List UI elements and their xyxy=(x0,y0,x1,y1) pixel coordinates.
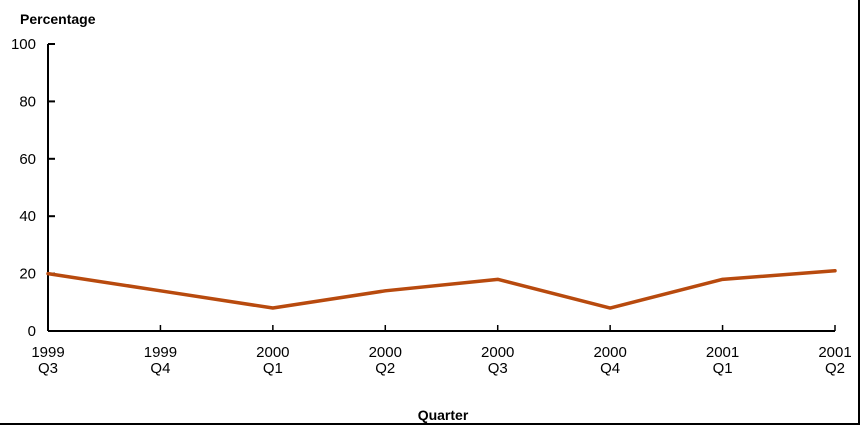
data-point xyxy=(721,277,725,281)
x-tick-label-quarter: Q1 xyxy=(713,360,733,377)
y-tick-label: 20 xyxy=(19,266,36,283)
y-axis: 0 20 40 60 80 100 xyxy=(11,36,55,340)
x-tick-label: 1999 Q4 xyxy=(144,344,177,377)
x-tick-label: 2001 Q2 xyxy=(818,344,851,377)
x-tick-label-year: 2000 xyxy=(369,344,402,361)
data-point xyxy=(608,306,612,310)
x-tick-label-year: 2000 xyxy=(256,344,289,361)
y-tick-label: 100 xyxy=(11,36,36,53)
x-tick-label-year: 2000 xyxy=(481,344,514,361)
data-point xyxy=(46,272,50,276)
x-tick-label-year: 1999 xyxy=(144,344,177,361)
y-axis-title: Percentage xyxy=(20,11,96,27)
data-point xyxy=(383,289,387,293)
x-tick-label-quarter: Q3 xyxy=(38,360,58,377)
y-tick-label: 40 xyxy=(19,208,36,225)
x-tick-label-year: 2001 xyxy=(818,344,851,361)
series-group xyxy=(46,268,837,310)
x-axis-title: Quarter xyxy=(418,407,469,423)
data-point xyxy=(158,289,162,293)
x-tick-label-quarter: Q2 xyxy=(375,360,395,377)
x-tick-label: 2000 Q2 xyxy=(369,344,402,377)
data-point xyxy=(271,306,275,310)
data-point xyxy=(496,277,500,281)
x-tick-label-quarter: Q4 xyxy=(150,360,170,377)
x-tick-label: 2000 Q4 xyxy=(593,344,626,377)
x-tick-label-quarter: Q2 xyxy=(825,360,845,377)
x-tick-label-quarter: Q1 xyxy=(263,360,283,377)
y-tick-label: 60 xyxy=(19,151,36,168)
x-tick-label-quarter: Q3 xyxy=(488,360,508,377)
x-tick-label-year: 1999 xyxy=(31,344,64,361)
series-line xyxy=(46,268,837,310)
y-tick-label: 0 xyxy=(28,323,36,340)
x-tick-label: 2000 Q1 xyxy=(256,344,289,377)
x-tick-label: 1999 Q3 xyxy=(31,344,64,377)
x-tick-label: 2000 Q3 xyxy=(481,344,514,377)
data-point xyxy=(833,269,837,273)
x-tick-label-year: 2000 xyxy=(593,344,626,361)
x-tick-label-year: 2001 xyxy=(706,344,739,361)
x-tick-label: 2001 Q1 xyxy=(706,344,739,377)
y-tick-label: 80 xyxy=(19,93,36,110)
x-tick-label-quarter: Q4 xyxy=(600,360,620,377)
